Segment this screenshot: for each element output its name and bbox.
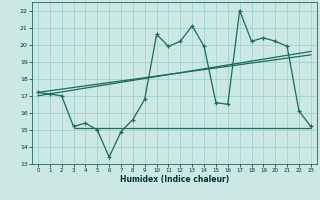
- X-axis label: Humidex (Indice chaleur): Humidex (Indice chaleur): [120, 175, 229, 184]
